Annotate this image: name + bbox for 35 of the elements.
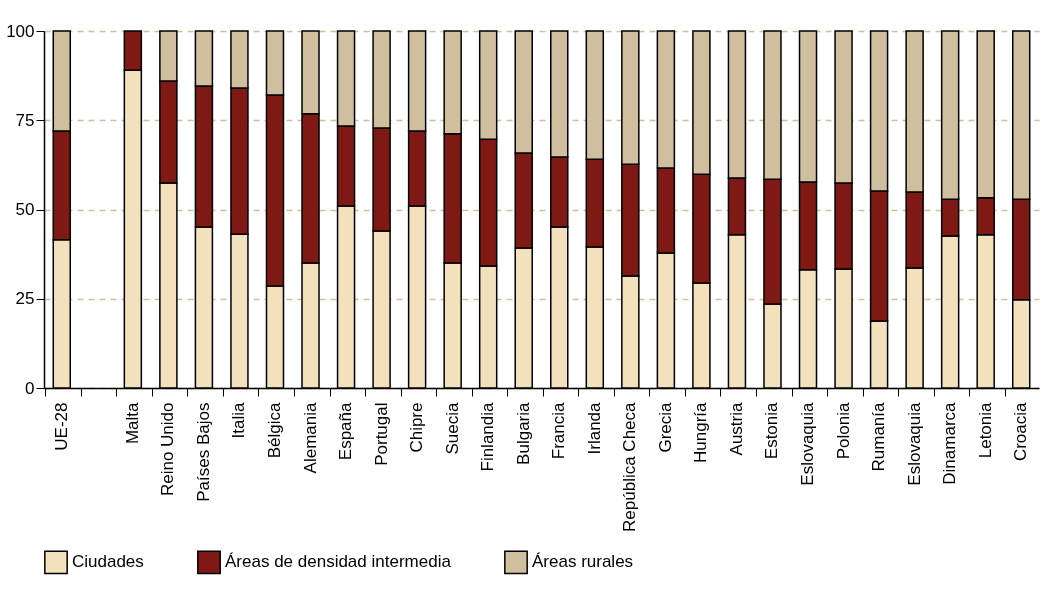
x-tick-label: Estonia [762, 401, 782, 460]
legend-label: Áreas rurales [532, 552, 634, 572]
x-tick-label: UE-28 [51, 402, 71, 451]
x-tick-label: Eslovaquia [904, 401, 924, 486]
x-tick-label: Eslovaquia [798, 401, 818, 486]
x-tick-label: Países Bajos [193, 402, 213, 502]
x-tick-label: Reino Unido [158, 402, 178, 497]
x-tick-label: Polonia [833, 401, 853, 460]
x-tick-label: Letonia [975, 401, 995, 459]
x-tick-label: Suecia [442, 401, 462, 455]
legend-label: Ciudades [72, 552, 144, 572]
y-tick-label: 25 [15, 289, 35, 309]
x-tick-label: Bulgaria [513, 401, 533, 465]
x-tick-label: Italia [229, 401, 249, 439]
x-tick-label: Chipre [407, 402, 427, 453]
x-tick-label: Hungría [691, 401, 711, 463]
x-tick-label: Rumanía [869, 401, 889, 472]
x-tick-label: Finlandia [478, 401, 498, 472]
x-tick-label: Croacia [1011, 401, 1031, 462]
legend-label: Áreas de densidad intermedia [225, 552, 452, 572]
y-tick-label: 100 [6, 21, 35, 41]
x-tick-label: Alemania [300, 401, 320, 474]
x-tick-label: Irlanda [584, 401, 604, 455]
x-tick-label: Portugal [371, 402, 391, 466]
x-tick-label: República Checa [620, 401, 640, 532]
y-tick-label: 0 [25, 378, 35, 398]
x-tick-label: España [336, 401, 356, 461]
x-tick-label: Malta [122, 401, 142, 445]
x-tick-label: Bélgica [264, 401, 284, 459]
y-tick-label: 50 [15, 200, 35, 219]
x-tick-label: Grecia [655, 401, 675, 453]
y-tick-label: 75 [15, 110, 35, 130]
x-tick-label: Francia [549, 401, 569, 460]
x-tick-label: Austria [726, 401, 746, 456]
x-tick-label: Dinamarca [940, 401, 960, 485]
